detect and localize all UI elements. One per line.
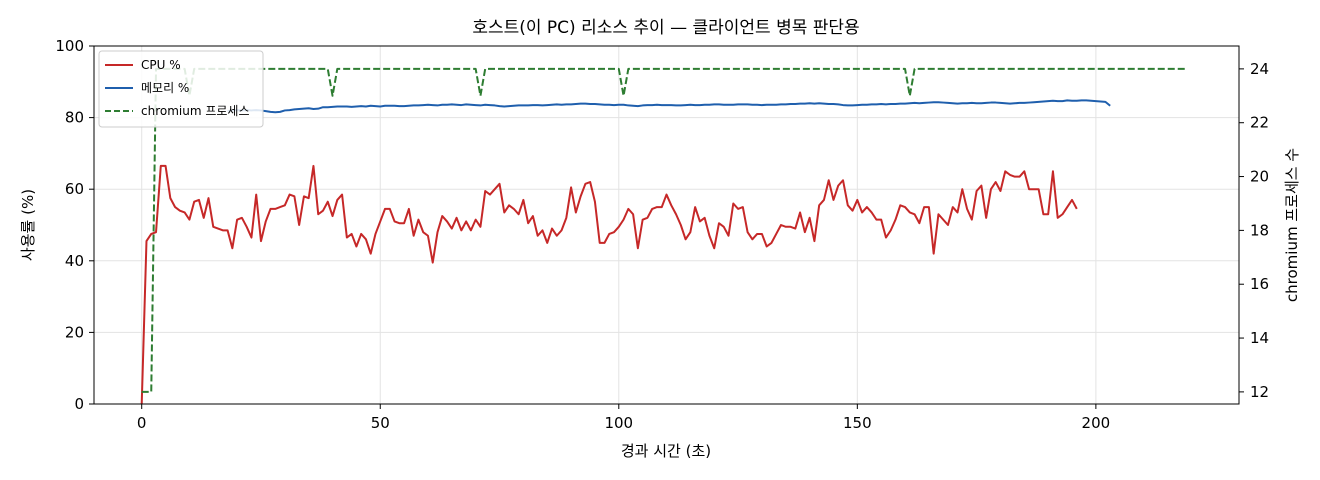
series-line-3 bbox=[141, 67, 1187, 393]
x-tick-label: 200 bbox=[1082, 414, 1111, 432]
y2-tick-label: 14 bbox=[1250, 329, 1269, 347]
x-tick-label: 0 bbox=[137, 414, 147, 432]
x-tick-label: 100 bbox=[604, 414, 633, 432]
y-tick-label: 60 bbox=[65, 180, 84, 198]
y2-tick-label: 24 bbox=[1250, 60, 1269, 78]
legend-label: 메모리 % bbox=[141, 81, 189, 95]
x-tick-label: 150 bbox=[843, 414, 872, 432]
y2-tick-label: 16 bbox=[1250, 275, 1269, 293]
series-line-2 bbox=[227, 99, 1111, 114]
axes: 0 50 100 150 200 0 20 40 60 80 100 12 14 16 18 20 22 24 bbox=[55, 37, 1269, 432]
legend-box bbox=[98, 50, 264, 128]
series-layer bbox=[140, 67, 1187, 405]
y2-tick-label: 18 bbox=[1250, 221, 1269, 239]
legend-label: CPU % bbox=[141, 58, 181, 72]
y-tick-label: 20 bbox=[65, 323, 84, 341]
y-tick-label: 0 bbox=[74, 395, 84, 413]
series-line-1 bbox=[140, 164, 1078, 405]
legend: CPU % 메모리 % chromium 프로세스 bbox=[98, 50, 264, 128]
y-tick-label: 80 bbox=[65, 109, 84, 127]
y2-tick-label: 20 bbox=[1250, 168, 1269, 186]
y-axis-label: 사용률 (%) bbox=[19, 189, 37, 261]
y-tick-label: 100 bbox=[55, 37, 84, 55]
chart-title: 호스트(이 PC) 리소스 추이 — 클라이언트 병목 판단용 bbox=[472, 18, 859, 38]
plot-frame bbox=[93, 45, 1240, 405]
y2-tick-label: 22 bbox=[1250, 114, 1269, 132]
y2-tick-label: 12 bbox=[1250, 383, 1269, 401]
y2-axis-label: chromium 프로세스 수 bbox=[1283, 148, 1301, 302]
x-axis-label: 경과 시간 (초) bbox=[621, 442, 711, 460]
x-tick-label: 50 bbox=[371, 414, 390, 432]
y-tick-label: 40 bbox=[65, 252, 84, 270]
legend-label: chromium 프로세스 bbox=[141, 104, 250, 118]
